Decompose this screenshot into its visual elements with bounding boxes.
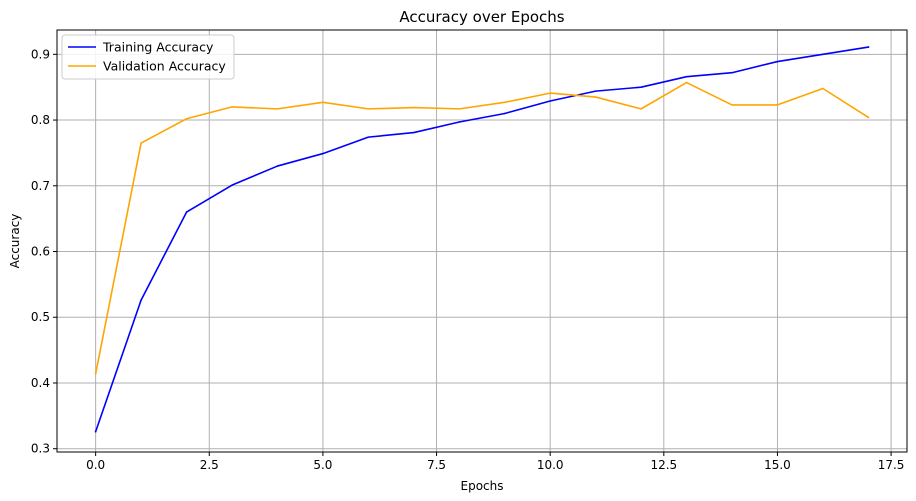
x-tick-label: 2.5 — [200, 458, 219, 472]
data-point — [367, 108, 370, 110]
data-point — [322, 101, 324, 104]
y-axis-label: Accuracy — [8, 214, 22, 269]
y-tick-label: 0.6 — [31, 245, 50, 259]
legend-box — [61, 34, 235, 80]
y-tick-label: 0.9 — [31, 47, 50, 61]
chart-title: Accuracy over Epochs — [399, 8, 564, 26]
x-tick-label: 10.0 — [537, 458, 564, 472]
data-point — [94, 430, 97, 433]
data-point — [94, 372, 97, 375]
axes: 0.0 2.5 5.0 7.5 10.0 12.5 15.0 17.5 0.3 0.4 0.5 0.6… — [31, 29, 908, 472]
data-point — [503, 112, 506, 115]
data-point — [776, 104, 779, 106]
data-point — [731, 71, 733, 74]
data-point — [185, 117, 188, 120]
data-point — [367, 136, 370, 138]
data-point — [413, 106, 415, 109]
y-tick-label: 0.3 — [31, 442, 50, 456]
series-line-1 — [94, 81, 870, 375]
x-axis-label: Epochs — [461, 479, 504, 493]
x-tick-label: 17.5 — [878, 458, 905, 472]
data-point — [276, 108, 279, 110]
legend-label: Training Accuracy — [102, 40, 214, 55]
data-point — [731, 104, 733, 106]
data-point — [140, 299, 142, 301]
series-lines — [94, 46, 870, 433]
data-point — [458, 108, 461, 110]
y-tick-label: 0.7 — [31, 179, 50, 193]
x-tick-label: 0.0 — [86, 458, 105, 472]
data-point — [594, 96, 597, 98]
data-point — [776, 60, 779, 63]
data-point — [322, 152, 324, 155]
data-point — [685, 81, 688, 84]
grid — [57, 30, 907, 452]
data-point — [413, 131, 415, 134]
y-tick-label: 0.4 — [31, 376, 50, 390]
legend-label: Validation Accuracy — [103, 59, 226, 74]
y-tick-label: 0.8 — [31, 113, 50, 127]
data-point — [822, 87, 824, 90]
data-point — [231, 106, 233, 108]
x-tick-label: 5.0 — [313, 458, 332, 472]
data-point — [458, 121, 461, 123]
data-point — [867, 116, 870, 119]
series-line-0 — [94, 46, 870, 433]
data-point — [185, 211, 188, 213]
data-point — [640, 108, 642, 110]
data-point — [276, 165, 279, 167]
data-point — [822, 53, 824, 56]
data-point — [594, 90, 597, 92]
data-point — [231, 184, 233, 186]
data-point — [140, 142, 142, 144]
x-tick-label: 15.0 — [764, 458, 791, 472]
plot-frame — [56, 29, 908, 453]
y-tick-label: 0.5 — [31, 310, 50, 324]
data-point — [549, 100, 551, 102]
data-point — [503, 101, 506, 104]
data-point — [867, 46, 870, 48]
data-point — [640, 86, 642, 88]
legend: Training Accuracy Validation Accuracy — [61, 34, 235, 80]
x-tick-label: 7.5 — [427, 458, 446, 472]
data-point — [685, 75, 688, 78]
x-tick-label: 12.5 — [650, 458, 677, 472]
data-point — [549, 92, 551, 94]
